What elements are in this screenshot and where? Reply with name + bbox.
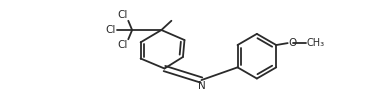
Text: Cl: Cl [106,25,116,35]
Text: Cl: Cl [117,10,128,20]
Text: Cl: Cl [117,40,128,50]
Text: O: O [288,38,297,48]
Text: N: N [198,81,205,91]
Text: CH₃: CH₃ [307,38,325,48]
